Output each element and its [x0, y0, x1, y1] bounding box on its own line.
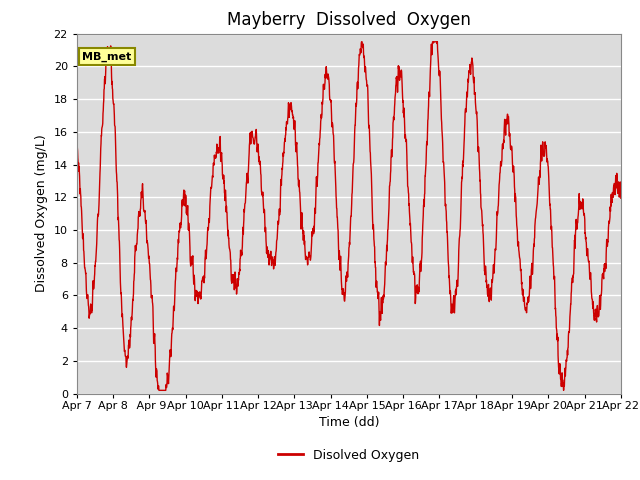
- Title: Mayberry  Dissolved  Oxygen: Mayberry Dissolved Oxygen: [227, 11, 471, 29]
- Text: MB_met: MB_met: [82, 51, 131, 62]
- Legend: Disolved Oxygen: Disolved Oxygen: [273, 444, 424, 467]
- Y-axis label: Dissolved Oxygen (mg/L): Dissolved Oxygen (mg/L): [35, 135, 48, 292]
- X-axis label: Time (dd): Time (dd): [319, 416, 379, 429]
